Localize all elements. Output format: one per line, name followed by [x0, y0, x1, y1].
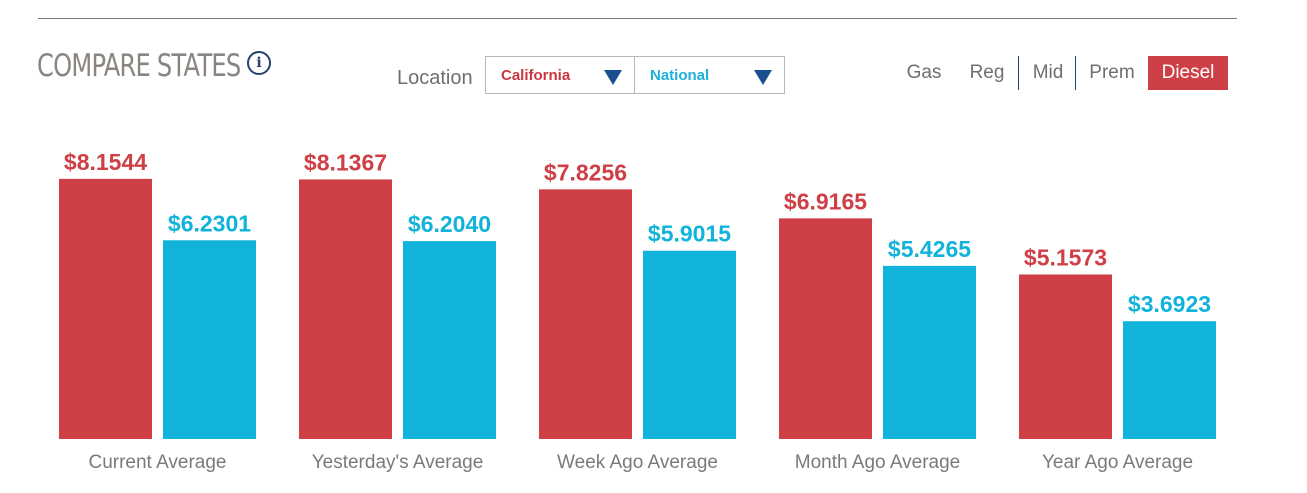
state-bar — [1019, 274, 1112, 439]
top-divider — [38, 18, 1237, 19]
category-label: Year Ago Average — [1042, 452, 1193, 473]
state-value-label: $8.1544 — [64, 149, 147, 175]
national-value-label: $5.9015 — [648, 221, 731, 247]
state-bar — [539, 189, 632, 439]
national-value-label: $5.4265 — [888, 236, 971, 262]
page-title: COMPARE STATES — [37, 48, 241, 84]
state-value-label: $6.9165 — [784, 188, 867, 214]
fuel-tab-mid[interactable]: Mid — [1032, 62, 1064, 83]
national-bar — [643, 250, 736, 439]
state-value-label: $7.8256 — [544, 159, 627, 185]
national-bar — [403, 241, 496, 439]
tab-divider — [1075, 56, 1076, 90]
state-select-value: California — [501, 67, 571, 84]
fuel-tab-diesel[interactable]: Diesel — [1148, 56, 1228, 90]
national-bar — [163, 240, 256, 439]
comparison-select[interactable]: National — [634, 56, 785, 94]
fuel-tab-gas[interactable]: Gas — [906, 62, 942, 83]
chevron-down-icon — [754, 70, 772, 85]
national-bar — [883, 265, 976, 439]
national-value-label: $3.6923 — [1128, 291, 1211, 317]
fuel-tab-reg[interactable]: Reg — [969, 62, 1005, 83]
state-bar — [59, 178, 152, 439]
national-bar — [1123, 321, 1216, 439]
location-label: Location — [397, 67, 473, 89]
tab-divider — [1018, 56, 1019, 90]
national-value-label: $6.2301 — [168, 210, 251, 236]
fuel-tab-prem[interactable]: Prem — [1089, 62, 1135, 83]
state-bar — [779, 218, 872, 439]
state-bar — [299, 179, 392, 439]
category-label: Current Average — [88, 452, 226, 473]
category-label: Week Ago Average — [557, 452, 718, 473]
national-value-label: $6.2040 — [408, 211, 491, 237]
category-label: Yesterday's Average — [312, 452, 484, 473]
chevron-down-icon — [604, 70, 622, 85]
state-value-label: $8.1367 — [304, 149, 387, 175]
state-value-label: $5.1573 — [1024, 244, 1107, 270]
comparison-select-value: National — [650, 67, 710, 84]
info-icon[interactable]: i — [247, 51, 271, 75]
category-label: Month Ago Average — [795, 452, 961, 473]
